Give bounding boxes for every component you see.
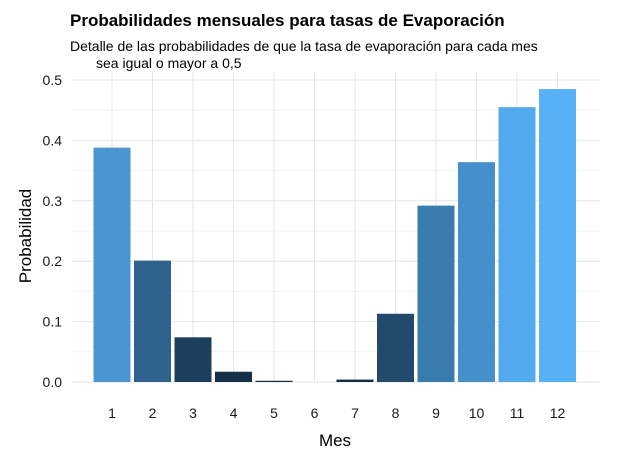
bar-mes-10 xyxy=(458,162,495,382)
bar-mes-9 xyxy=(417,205,455,382)
bar-mes-11 xyxy=(498,107,536,383)
bars xyxy=(93,89,576,383)
y-tick-label: 0.3 xyxy=(43,193,63,209)
x-tick-label: 8 xyxy=(392,405,400,421)
y-tick-label: 0.2 xyxy=(43,253,63,269)
x-tick-label: 10 xyxy=(469,405,485,421)
x-tick-label: 7 xyxy=(351,405,359,421)
bar-mes-12 xyxy=(539,89,576,382)
chart-subtitle-line-1: Detalle de las probabilidades de que la … xyxy=(70,38,538,54)
x-tick-label: 11 xyxy=(510,405,525,421)
x-tick-label: 5 xyxy=(270,405,278,421)
x-tick-label: 4 xyxy=(230,405,238,421)
y-tick-label: 0.1 xyxy=(43,314,63,330)
bar-mes-7 xyxy=(336,379,374,382)
y-tick-label: 0.4 xyxy=(43,132,63,148)
chart-title: Probabilidades mensuales para tasas de E… xyxy=(70,11,505,30)
y-tick-label: 0.5 xyxy=(43,72,63,88)
bar-mes-8 xyxy=(377,313,414,382)
x-tick-label: 9 xyxy=(432,405,440,421)
bar-mes-5 xyxy=(255,380,293,382)
bar-mes-1 xyxy=(93,147,131,382)
bar-mes-2 xyxy=(134,260,171,382)
y-axis-title: Probabilidad xyxy=(16,189,35,284)
x-tick-label: 3 xyxy=(189,405,197,421)
x-tick-label: 1 xyxy=(108,405,116,421)
bar-mes-4 xyxy=(215,371,252,382)
chart-subtitle-line-2: sea igual o mayor a 0,5 xyxy=(96,55,242,71)
y-axis-ticks: 0.0 0.1 0.2 0.3 0.4 0.5 xyxy=(43,72,63,390)
x-tick-label: 6 xyxy=(311,405,319,421)
bar-mes-3 xyxy=(174,337,212,382)
x-axis-ticks: 1 2 3 4 5 6 7 8 9 10 11 12 xyxy=(108,405,565,421)
x-tick-label: 12 xyxy=(550,405,566,421)
y-tick-label: 0.0 xyxy=(43,374,63,390)
x-axis-title: Mes xyxy=(319,431,351,450)
x-tick-label: 2 xyxy=(149,405,157,421)
